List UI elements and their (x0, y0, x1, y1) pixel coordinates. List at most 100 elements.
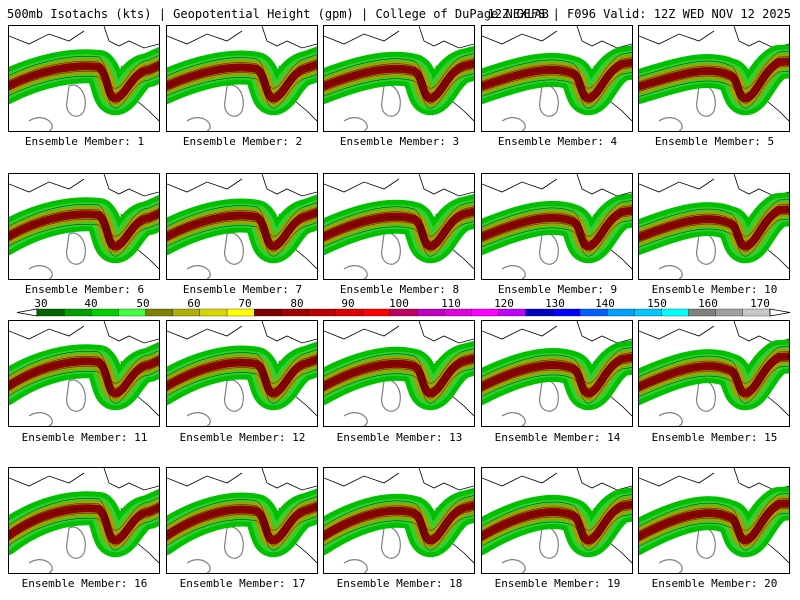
height-line (167, 506, 317, 541)
ensemble-member-label: Ensemble Member: 2 (182, 135, 303, 148)
ensemble-member-map (166, 173, 318, 280)
ensemble-member-label: Ensemble Member: 16 (21, 577, 148, 590)
height-line (324, 58, 474, 94)
height-line (167, 364, 317, 399)
height-line (482, 210, 632, 247)
height-line (324, 201, 474, 237)
height-line (324, 505, 474, 541)
height-line (482, 67, 632, 104)
height-contour (186, 84, 244, 131)
ensemble-member-map (323, 173, 475, 280)
height-contour (186, 232, 244, 279)
colorbar-swatch (661, 308, 689, 317)
height-line (324, 515, 474, 551)
colorbar-tick-label: 70 (238, 297, 252, 310)
height-line (9, 512, 159, 546)
height-line (167, 207, 317, 242)
height-line (482, 205, 632, 242)
height-line (167, 74, 317, 109)
ensemble-member-label: Ensemble Member: 15 (651, 431, 778, 444)
height-line (9, 502, 159, 536)
height-line (324, 206, 474, 242)
ensemble-member-map (638, 320, 790, 427)
ensemble-member-map (323, 25, 475, 132)
height-line (324, 363, 474, 399)
height-line (167, 212, 317, 247)
height-line (167, 359, 317, 394)
ensemble-member-map (8, 320, 160, 427)
ensemble-member-map (166, 25, 318, 132)
ensemble-member-map (8, 25, 160, 132)
isotach-colorbar (16, 308, 791, 317)
ensemble-member-label: Ensemble Member: 18 (336, 577, 463, 590)
height-line (324, 510, 474, 546)
ensemble-member-label: Ensemble Member: 4 (497, 135, 618, 148)
colorbar-left-arrow (16, 308, 38, 317)
ensemble-member-label: Ensemble Member: 9 (497, 283, 618, 296)
height-line (482, 352, 632, 389)
colorbar-swatch (742, 308, 771, 317)
height-contour (28, 526, 86, 573)
colorbar-tick-label: 60 (187, 297, 201, 310)
ensemble-member-map (481, 467, 633, 574)
height-contour (28, 84, 86, 131)
height-contour (186, 526, 244, 573)
height-line (167, 59, 317, 94)
colorbar-swatch (199, 308, 228, 317)
height-line (324, 68, 474, 104)
model-run-info: 12Z GEFS | F096 Valid: 12Z WED NOV 12 20… (487, 7, 791, 21)
height-line (9, 203, 159, 237)
map-title: 500mb Isotachs (kts) | Geopotential Heig… (7, 7, 549, 21)
height-line (324, 53, 474, 89)
ensemble-member-label: Ensemble Member: 3 (339, 135, 460, 148)
ensemble-member-map (481, 173, 633, 280)
ensemble-member-label: Ensemble Member: 1 (24, 135, 145, 148)
ensemble-member-map (8, 467, 160, 574)
height-line (639, 356, 789, 394)
height-line (482, 200, 632, 237)
height-contour (343, 379, 401, 426)
ensemble-member-label: Ensemble Member: 10 (651, 283, 778, 296)
colorbar-tick-label: 110 (441, 297, 461, 310)
height-line (639, 366, 789, 404)
height-line (639, 71, 789, 109)
height-line (639, 346, 789, 384)
height-line (639, 51, 789, 89)
height-line (9, 75, 159, 109)
height-line (9, 350, 159, 384)
ensemble-member-label: Ensemble Member: 17 (179, 577, 306, 590)
ensemble-member-map (638, 173, 790, 280)
height-line (482, 62, 632, 99)
height-line (9, 507, 159, 541)
height-line (167, 516, 317, 551)
height-line (324, 348, 474, 384)
height-line (639, 214, 789, 252)
height-line (324, 73, 474, 109)
height-contour (343, 232, 401, 279)
height-line (167, 54, 317, 89)
height-line (9, 360, 159, 394)
colorbar-swatch (525, 308, 553, 317)
height-line (167, 202, 317, 237)
height-line (9, 213, 159, 247)
ensemble-member-map (323, 467, 475, 574)
height-line (639, 508, 789, 546)
colorbar-right-arrow (769, 308, 791, 317)
height-line (9, 65, 159, 99)
height-line (639, 513, 789, 551)
ensemble-member-map (481, 25, 633, 132)
ensemble-member-map (166, 467, 318, 574)
ensemble-member-label: Ensemble Member: 11 (21, 431, 148, 444)
colorbar-tick-label: 80 (290, 297, 304, 310)
height-line (167, 69, 317, 104)
height-line (9, 70, 159, 104)
height-line (9, 517, 159, 551)
colorbar-swatch (172, 308, 201, 317)
height-line (167, 64, 317, 99)
height-line (482, 215, 632, 252)
height-line (482, 220, 632, 257)
height-line (482, 367, 632, 404)
height-line (324, 358, 474, 394)
colorbar-swatch (91, 308, 119, 317)
height-line (639, 493, 789, 531)
